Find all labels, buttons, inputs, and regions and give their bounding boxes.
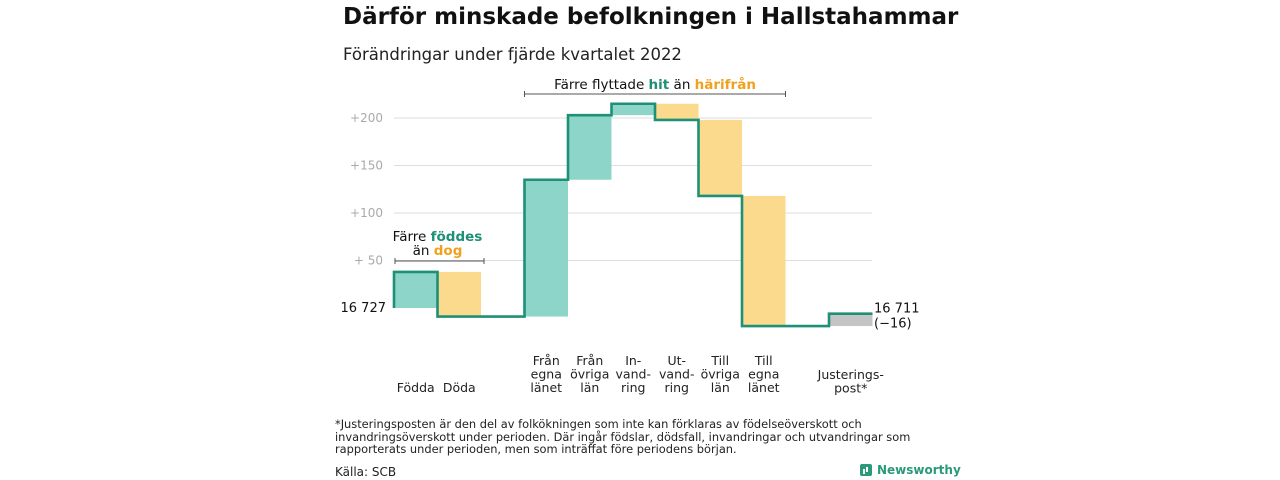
bar-chart-icon bbox=[860, 464, 872, 476]
births-annotation-highlight: föddes bbox=[431, 229, 483, 245]
category-label: län bbox=[711, 380, 730, 395]
y-tick-label: + 50 bbox=[354, 254, 383, 268]
bar-layer bbox=[394, 103, 873, 327]
births-annotation-prefix: Färre bbox=[393, 229, 431, 245]
category-label: post* bbox=[834, 381, 867, 396]
waterfall-bar bbox=[655, 103, 699, 120]
grid-layer: + 50 +100 +150 +200 bbox=[350, 111, 872, 268]
category-label: Födda bbox=[397, 380, 435, 395]
chart-subtitle: Förändringar under fjärde kvartalet 2022 bbox=[343, 45, 682, 64]
end-change-label: (−16) bbox=[874, 317, 912, 332]
category-label: Till bbox=[710, 353, 729, 368]
waterfall-bar bbox=[394, 271, 438, 308]
category-label: övriga bbox=[701, 367, 740, 382]
population-step-line bbox=[392, 102, 873, 328]
waterfall-bar bbox=[698, 119, 742, 196]
end-value-label: 16 711 bbox=[874, 302, 920, 317]
waterfall-bar bbox=[611, 103, 655, 116]
category-label: Från bbox=[533, 353, 560, 368]
migration-annotation-middle: än bbox=[669, 77, 694, 93]
category-label: Ut- bbox=[667, 353, 686, 368]
waterfall-bar bbox=[568, 115, 612, 180]
category-label: Till bbox=[754, 353, 773, 368]
category-label: ring bbox=[665, 380, 689, 395]
migration-annotation: Färre flyttade hit än härifrån bbox=[554, 76, 756, 93]
category-label: In- bbox=[625, 353, 641, 368]
category-label: länet bbox=[530, 380, 562, 395]
migration-annotation-prefix: Färre flyttade bbox=[554, 77, 648, 93]
category-label: Justerings- bbox=[817, 367, 884, 382]
category-label: län bbox=[580, 380, 599, 395]
births-annotation-line1: Färre föddes bbox=[393, 229, 483, 245]
category-label: egna bbox=[531, 367, 562, 382]
start-value-label: 16 727 bbox=[341, 301, 387, 316]
logo-text: Newsworthy bbox=[877, 463, 961, 477]
category-label: länet bbox=[748, 380, 780, 395]
category-label: vand- bbox=[659, 367, 694, 382]
footnote: *Justeringsposten är den del av folkökni… bbox=[335, 417, 911, 456]
label-layer: Födda DödaFrånegnalänetFrånövrigalänIn-va… bbox=[341, 301, 920, 396]
waterfall-bar bbox=[829, 313, 873, 327]
newsworthy-logo: Newsworthy bbox=[860, 463, 961, 477]
y-tick-label: +200 bbox=[350, 111, 383, 125]
source-note: Källa: SCB bbox=[335, 465, 397, 479]
waterfall-bar bbox=[437, 271, 481, 317]
category-label: egna bbox=[748, 367, 779, 382]
births-annotation-line2: än dog bbox=[413, 243, 463, 259]
y-tick-label: +100 bbox=[350, 206, 383, 220]
category-label: ring bbox=[621, 380, 645, 395]
category-label: övriga bbox=[570, 367, 609, 382]
y-tick-label: +150 bbox=[350, 159, 383, 173]
waterfall-bar bbox=[524, 179, 568, 317]
migration-annotation-harifran: härifrån bbox=[695, 76, 756, 93]
line-layer bbox=[392, 102, 873, 328]
chart-title: Därför minskade befolkningen i Hallstaha… bbox=[343, 4, 959, 30]
deaths-annotation-highlight: dog bbox=[434, 243, 463, 259]
category-label: Från bbox=[576, 353, 603, 368]
waterfall-bar bbox=[742, 195, 786, 327]
category-label: Döda bbox=[443, 380, 476, 395]
category-label: vand- bbox=[616, 367, 651, 382]
deaths-annotation-prefix: än bbox=[413, 243, 434, 259]
migration-annotation-hit: hit bbox=[649, 77, 670, 93]
